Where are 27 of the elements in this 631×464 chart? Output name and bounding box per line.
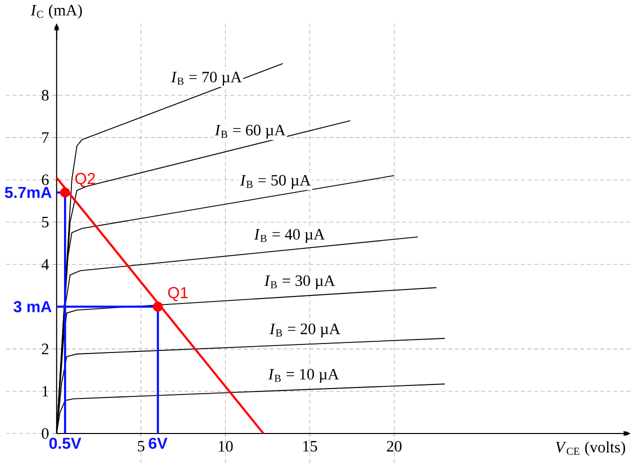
series-label: I$_{B}$ = 70 µA [170,72,242,86]
y-tick-label: 6 [42,174,49,186]
series-label: I$_{B}$ = 30 µA [264,276,336,290]
series-label: I$_{B}$ = 10 µA [268,369,340,383]
y-tick-label: 5 [42,217,49,228]
x-axis-title: V$_{CE}$ (volts) [556,442,626,456]
annotation: 5.7mA [4,187,52,198]
y-tick-label: 8 [42,90,49,101]
y-tick-label: 7 [42,132,49,143]
y-tick-label: 4 [42,259,49,270]
annotation: 3 mA [14,301,52,312]
y-tick-label: 2 [42,344,48,354]
series-label: I$_{B}$ = 50 µA [240,175,311,190]
series-label: I$_{B}$ = 40 µA [254,229,325,244]
series-label: Q2 [75,173,95,188]
series-label: Q1 [168,287,188,302]
annotation: 0.5V [49,438,82,450]
annotation: 6V [148,438,168,450]
x-tick-label: 15 [303,441,318,452]
x-tick-label: 20 [386,441,402,452]
series-label: I$_{B}$ = 60 µA [214,124,286,139]
y-tick-label: 0 [42,428,49,440]
y-axis-title: I$_{C}$ (mA) [30,4,82,19]
x-tick-label: 10 [218,441,233,452]
series-label: I$_{B}$ = 20 µA [270,324,340,338]
x-tick-label: 5 [138,441,144,452]
y-tick-label: 1 [42,386,48,397]
